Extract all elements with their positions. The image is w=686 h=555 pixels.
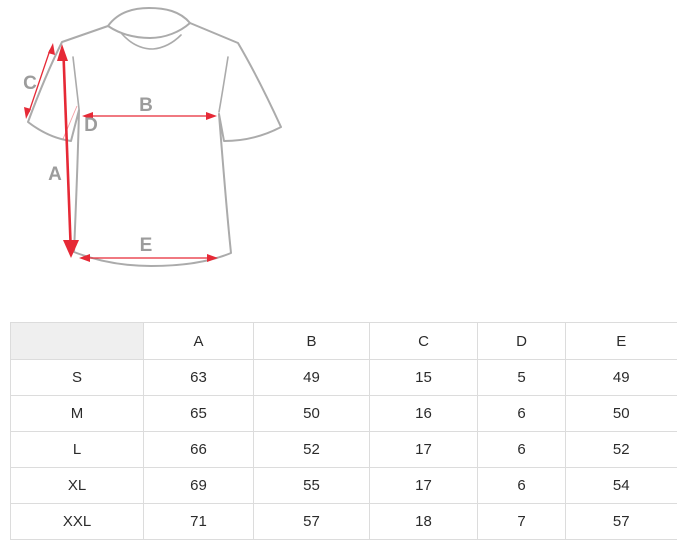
line-d <box>62 105 78 140</box>
value-cell: 49 <box>253 359 370 396</box>
table-row-xxl: XXL 71 57 18 7 57 <box>10 503 677 540</box>
tshirt-diagram-svg: C A B D E <box>23 7 282 267</box>
header-cell-d: D <box>477 322 566 360</box>
label-d: D <box>84 115 98 136</box>
value-cell: 15 <box>369 359 478 396</box>
size-cell: XL <box>10 467 144 504</box>
value-cell: 69 <box>143 467 254 504</box>
table-row-m: M 65 50 16 6 50 <box>10 395 677 432</box>
value-cell: 18 <box>369 503 478 540</box>
size-cell: XXL <box>10 503 144 540</box>
table-row-l: L 66 52 17 6 52 <box>10 431 677 468</box>
label-c: C <box>23 73 37 94</box>
header-cell-c: C <box>369 322 478 360</box>
value-cell: 49 <box>565 359 677 396</box>
tshirt-outline-icon <box>27 7 282 267</box>
value-cell: 55 <box>253 467 370 504</box>
value-cell: 57 <box>253 503 370 540</box>
arrow-e <box>79 254 218 262</box>
arrow-b <box>82 112 217 120</box>
value-cell: 63 <box>143 359 254 396</box>
value-cell: 66 <box>143 431 254 468</box>
value-cell: 65 <box>143 395 254 432</box>
header-cell-b: B <box>253 322 370 360</box>
header-cell-corner <box>10 322 144 360</box>
label-e: E <box>140 235 153 256</box>
arrow-a <box>57 44 79 258</box>
measurement-labels: C A B D E <box>23 73 153 256</box>
size-cell: M <box>10 395 144 432</box>
value-cell: 6 <box>477 467 566 504</box>
value-cell: 71 <box>143 503 254 540</box>
value-cell: 7 <box>477 503 566 540</box>
size-cell: L <box>10 431 144 468</box>
table-row-s: S 63 49 15 5 49 <box>10 359 677 396</box>
measurement-arrows <box>24 43 218 262</box>
arrow-c <box>24 43 55 119</box>
label-a: A <box>48 164 62 185</box>
value-cell: 52 <box>565 431 677 468</box>
value-cell: 57 <box>565 503 677 540</box>
value-cell: 54 <box>565 467 677 504</box>
value-cell: 16 <box>369 395 478 432</box>
value-cell: 5 <box>477 359 566 396</box>
table-row-xl: XL 69 55 17 6 54 <box>10 467 677 504</box>
value-cell: 17 <box>369 467 478 504</box>
label-b: B <box>139 95 153 116</box>
value-cell: 17 <box>369 431 478 468</box>
size-table-header-row: A B C D E <box>10 322 677 360</box>
value-cell: 52 <box>253 431 370 468</box>
tshirt-measurement-diagram: C A B D E <box>0 0 310 305</box>
size-table: A B C D E S 63 49 15 5 49 M 65 50 16 6 5… <box>10 322 677 540</box>
value-cell: 50 <box>253 395 370 432</box>
header-cell-a: A <box>143 322 254 360</box>
size-cell: S <box>10 359 144 396</box>
value-cell: 6 <box>477 431 566 468</box>
value-cell: 6 <box>477 395 566 432</box>
header-cell-e: E <box>565 322 677 360</box>
value-cell: 50 <box>565 395 677 432</box>
